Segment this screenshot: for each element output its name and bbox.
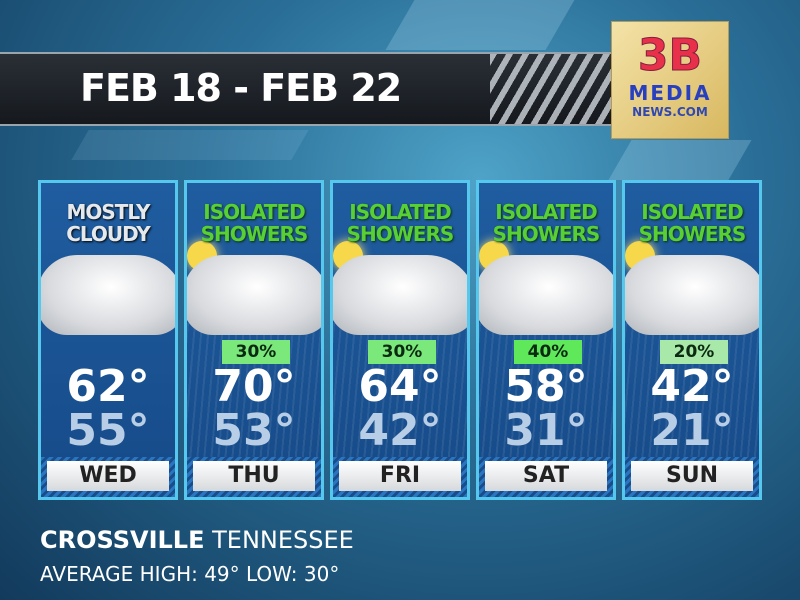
decorative-stripes bbox=[490, 54, 620, 124]
day-row: SAT bbox=[479, 457, 613, 497]
logo-media: MEDIA bbox=[628, 81, 712, 105]
high-temp: 62° bbox=[66, 361, 150, 412]
city-name: CROSSVILLE bbox=[40, 526, 205, 554]
logo-3b: 3B bbox=[637, 30, 703, 82]
logo-news: NEWS.COM bbox=[632, 105, 708, 119]
cloud-icon bbox=[625, 255, 759, 335]
average-temps: AVERAGE HIGH: 49° LOW: 30° bbox=[40, 562, 340, 586]
condition-label: ISOLATED SHOWERS bbox=[492, 200, 601, 246]
title-bar bbox=[0, 52, 620, 126]
low-temp: 21° bbox=[650, 405, 734, 456]
day-label: WED bbox=[47, 461, 169, 491]
forecast-card-sun: ISOLATED SHOWERS 20% 42° 21° SUN bbox=[622, 180, 762, 500]
condition-label: MOSTLY CLOUDY bbox=[66, 200, 151, 246]
day-label: SAT bbox=[485, 461, 607, 491]
precip-chance: 20% bbox=[660, 340, 728, 364]
low-temp: 53° bbox=[212, 405, 296, 456]
day-label: FRI bbox=[339, 461, 461, 491]
day-row: THU bbox=[187, 457, 321, 497]
forecast-card-sat: ISOLATED SHOWERS 40% 58° 31° SAT bbox=[476, 180, 616, 500]
cloud-icon bbox=[479, 255, 613, 335]
forecast-card-thu: ISOLATED SHOWERS 30% 70° 53° THU bbox=[184, 180, 324, 500]
day-label: THU bbox=[193, 461, 315, 491]
high-temp: 64° bbox=[358, 361, 442, 412]
condition-label: ISOLATED SHOWERS bbox=[200, 200, 309, 246]
location: CROSSVILLE TENNESSEE bbox=[40, 526, 354, 554]
day-row: FRI bbox=[333, 457, 467, 497]
condition-label: ISOLATED SHOWERS bbox=[346, 200, 455, 246]
low-temp: 55° bbox=[66, 405, 150, 456]
state-name: TENNESSEE bbox=[212, 526, 354, 554]
logo: 3B MEDIA NEWS.COM bbox=[611, 21, 729, 139]
low-temp: 31° bbox=[504, 405, 588, 456]
forecast-card-wed: MOSTLY CLOUDY 62° 55° WED bbox=[38, 180, 178, 500]
precip-chance: 30% bbox=[222, 340, 290, 364]
precip-chance: 30% bbox=[368, 340, 436, 364]
cloud-icon bbox=[41, 255, 175, 335]
high-temp: 70° bbox=[212, 361, 296, 412]
day-label: SUN bbox=[631, 461, 753, 491]
precip-chance: 40% bbox=[514, 340, 582, 364]
day-row: SUN bbox=[625, 457, 759, 497]
page-title: FEB 18 - FEB 22 bbox=[80, 66, 402, 110]
high-temp: 42° bbox=[650, 361, 734, 412]
cloud-icon bbox=[187, 255, 321, 335]
high-temp: 58° bbox=[504, 361, 588, 412]
cloud-icon bbox=[333, 255, 467, 335]
low-temp: 42° bbox=[358, 405, 442, 456]
day-row: WED bbox=[41, 457, 175, 497]
condition-label: ISOLATED SHOWERS bbox=[638, 200, 747, 246]
forecast-card-fri: ISOLATED SHOWERS 30% 64° 42° FRI bbox=[330, 180, 470, 500]
